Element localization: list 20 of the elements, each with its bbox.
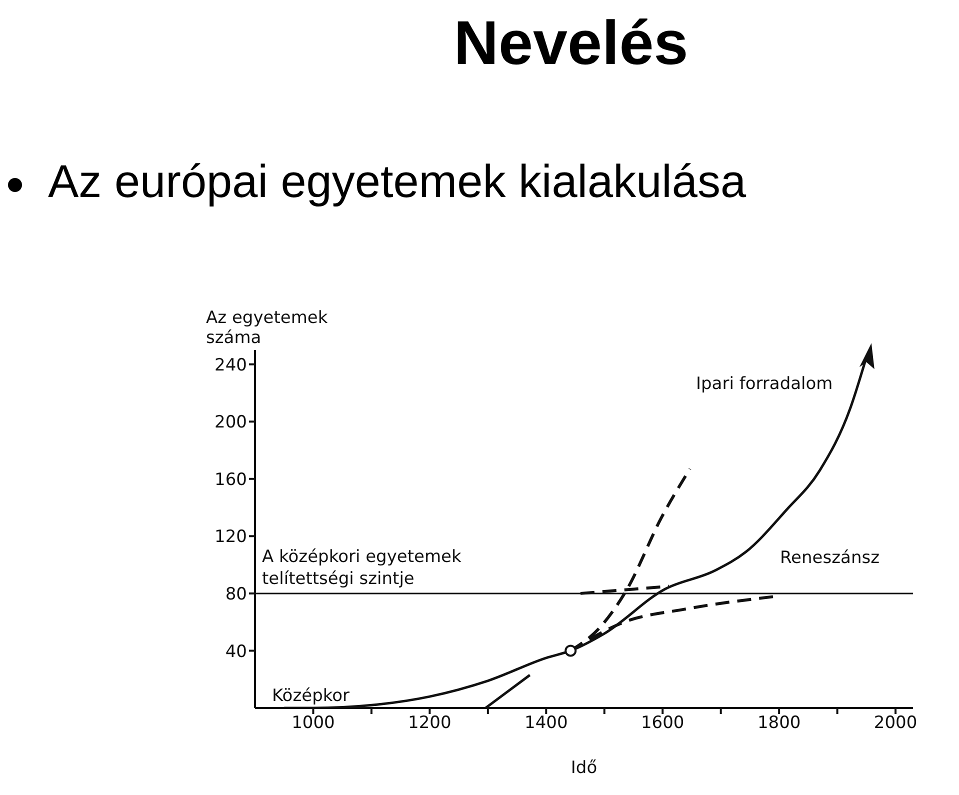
annotation: Ipari forradalom [696,374,833,394]
y-tick-label: 80 [225,584,247,604]
x-tick-label: 1800 [757,713,801,734]
x-tick-label: 1600 [640,713,684,734]
ref-line-label: A középkori egyetemek telítettségi szintje [262,546,462,590]
y-axis-title: Az egyetemek száma [206,308,329,348]
annotation: Középkor [272,686,350,706]
y-tick-label: 200 [214,412,247,433]
x-tick-label: 1200 [408,713,452,734]
x-tick-label: 1000 [292,713,335,734]
chart-title: Nevelés [452,8,690,79]
x-tick-label: 1400 [524,713,568,734]
y-tick-label: 40 [225,642,247,662]
y-tick-label: 240 [214,355,247,376]
annotation: Reneszánsz [780,548,880,568]
chart-subtitle: Az európai egyetemek kialakulása [48,155,746,207]
y-tick-label: 160 [214,470,247,490]
y-tick-label: 120 [214,527,247,548]
x-tick-label: 2000 [874,713,918,734]
x-axis-title: Idő [570,758,598,778]
